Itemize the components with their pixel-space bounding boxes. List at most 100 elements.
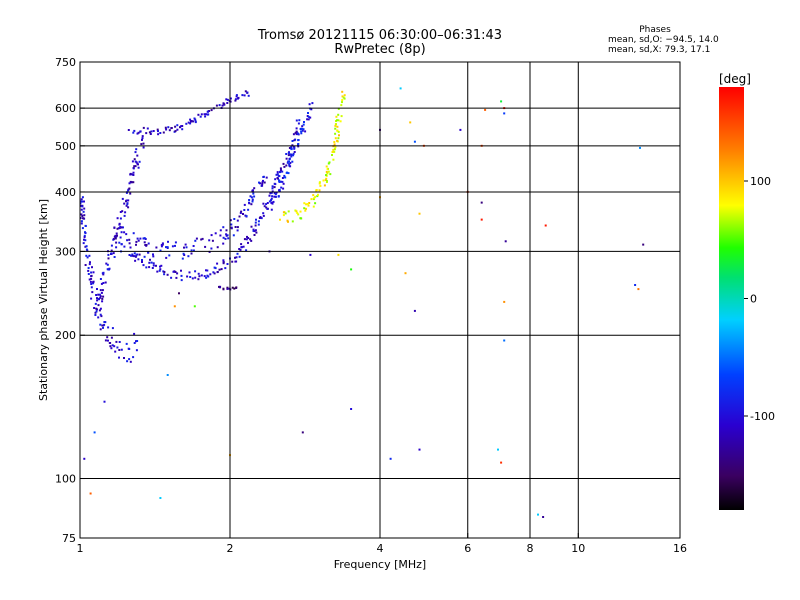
echo-point [90, 283, 93, 285]
echo-point [286, 161, 289, 164]
echo-point [131, 253, 134, 256]
echo-point [222, 102, 225, 105]
echo-point [288, 158, 291, 160]
echo-point [254, 224, 257, 227]
echo-point [87, 267, 90, 269]
echo-point [284, 176, 287, 179]
echo-point [336, 119, 339, 122]
echo-point [305, 207, 307, 210]
echo-point [259, 216, 262, 219]
echo-point [503, 339, 506, 342]
chart-title: Tromsø 20121115 06:30:00–06:31:43 [257, 28, 502, 43]
echo-point [280, 169, 282, 172]
echo-point [85, 245, 88, 248]
echo-point [118, 341, 121, 343]
echo-point [312, 194, 315, 197]
echo-point [295, 133, 298, 136]
echo-point [288, 160, 291, 163]
echo-point [109, 342, 112, 344]
echo-point [262, 179, 264, 182]
echo-point [159, 132, 162, 134]
echo-point [152, 130, 155, 132]
echo-point [80, 198, 83, 201]
echo-point [290, 148, 293, 151]
echo-point [404, 272, 407, 275]
echo-point [159, 249, 162, 252]
echo-point [247, 208, 250, 211]
echo-point [262, 214, 265, 217]
echo-point [260, 217, 263, 220]
echo-point [93, 307, 96, 309]
echo-point [318, 182, 321, 185]
echo-point [123, 357, 125, 359]
echo-point [270, 208, 273, 211]
echo-point [133, 332, 136, 335]
echo-point [132, 181, 135, 184]
echo-point [343, 94, 346, 97]
echo-point [254, 221, 257, 224]
echo-point [81, 196, 84, 199]
echo-point [341, 99, 344, 102]
echo-point [107, 326, 110, 329]
echo-point [192, 249, 195, 252]
echo-point [194, 118, 197, 121]
echo-point [132, 174, 135, 176]
echo-point [173, 305, 176, 308]
echo-point [152, 264, 155, 267]
echo-point [163, 273, 166, 276]
echo-point [80, 220, 83, 223]
echo-point [106, 263, 109, 266]
echo-point [289, 165, 292, 168]
echo-point [293, 151, 296, 153]
echo-point [285, 171, 288, 174]
colorbar-tick-label: 0 [750, 293, 757, 306]
echo-point [187, 121, 190, 124]
echo-point [275, 173, 278, 176]
echo-point [83, 200, 85, 203]
echo-point [233, 218, 236, 220]
echo-point [318, 181, 321, 184]
echo-point [139, 237, 142, 240]
echo-point [160, 264, 163, 267]
echo-point [325, 165, 328, 168]
echo-point [297, 213, 300, 216]
echo-point [118, 349, 121, 351]
echo-point [287, 220, 289, 223]
phase-stats: Phases mean, sd,O: −94.5, 14.0 mean, sd,… [608, 25, 719, 55]
echo-point [242, 245, 245, 248]
echo-point [181, 257, 184, 260]
echo-point [197, 272, 200, 275]
echo-point [297, 143, 300, 145]
echo-point [225, 234, 228, 237]
colorbar-ticks: 100 0 -100 [744, 175, 775, 423]
echo-point [176, 272, 179, 275]
echo-point [268, 200, 271, 203]
echo-point [484, 108, 487, 111]
echo-point [174, 241, 177, 244]
echo-point [80, 217, 82, 219]
echo-point [246, 91, 249, 94]
echo-point [271, 190, 274, 193]
echo-point [282, 214, 285, 217]
echo-point [106, 268, 109, 271]
echo-point [251, 198, 254, 201]
echo-point [118, 356, 120, 359]
echo-point [274, 183, 277, 186]
echo-point [289, 153, 292, 156]
echo-point [218, 268, 221, 271]
echo-point [336, 129, 339, 132]
echo-point [323, 184, 326, 187]
echo-point [147, 251, 150, 254]
echo-point [141, 135, 144, 138]
echo-point [133, 255, 136, 258]
echo-point [99, 295, 102, 298]
echo-point [297, 122, 300, 125]
echo-point [221, 104, 224, 107]
echo-point [92, 282, 95, 285]
x-tick-label: 8 [527, 542, 534, 555]
echo-point [292, 145, 295, 148]
echo-point [235, 286, 238, 289]
echo-point [134, 160, 137, 163]
echo-point [108, 268, 110, 271]
echo-point [132, 131, 135, 134]
